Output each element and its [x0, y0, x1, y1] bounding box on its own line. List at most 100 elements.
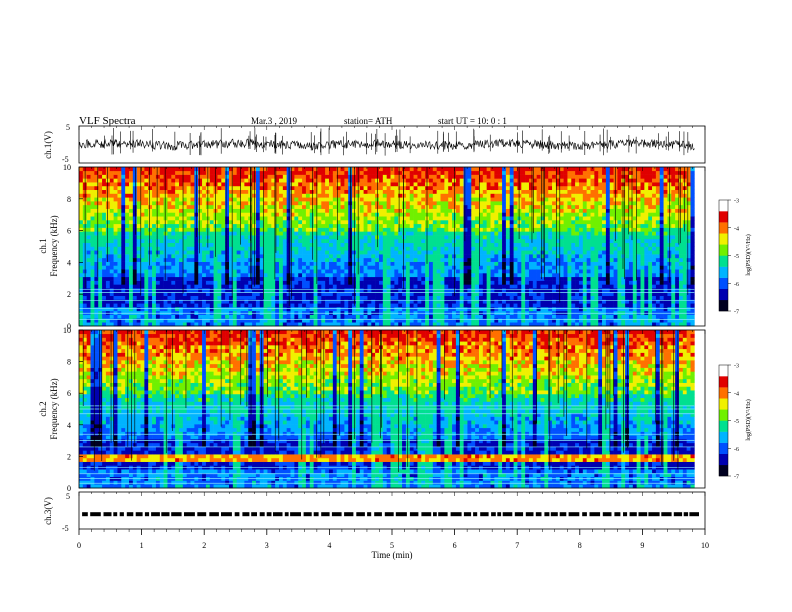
spectrogram-cell [113, 242, 118, 247]
spectrogram-cell [378, 185, 384, 191]
spectrogram-cell [444, 257, 449, 262]
spectrogram-cell [371, 201, 376, 206]
spectrogram-cell [478, 291, 484, 297]
spectrogram-cell [363, 295, 368, 300]
spectrogram-cell [502, 223, 507, 228]
spectrogram-cell [205, 322, 211, 327]
spectrogram-cell [294, 216, 299, 221]
spectrogram-cell [113, 185, 118, 191]
spectrogram-cell [405, 227, 411, 232]
ch1-waveform-marks [78, 127, 695, 156]
spectrogram-cell [117, 261, 122, 266]
spectrogram-cell [394, 307, 399, 312]
spectrogram-cell [194, 254, 199, 259]
spectrogram-cell [202, 269, 207, 274]
spectrogram-cell [440, 261, 445, 266]
spectrogram-cell [121, 185, 126, 191]
spectrogram-cell [121, 299, 126, 304]
spectrogram-cell [282, 242, 287, 247]
spectrogram-cell [129, 250, 134, 255]
spectrogram-cell [498, 303, 503, 308]
spectrogram-cell [113, 250, 118, 255]
spectrogram-cell [517, 261, 522, 266]
spectrogram-cell [340, 227, 345, 232]
spectrogram-cell [179, 269, 184, 274]
spectrogram-cell [417, 261, 422, 266]
spectrogram-cell [409, 322, 414, 327]
spectrogram-cell [129, 212, 134, 217]
spectrogram-cell [467, 265, 472, 270]
spectrogram-cell [144, 235, 149, 240]
spectrogram-cell [405, 189, 411, 194]
spectrogram-cell [255, 216, 261, 221]
spectrogram-cell [117, 170, 122, 175]
spectrogram-cell [221, 314, 226, 319]
spectrogram-cell [490, 238, 495, 244]
spectrogram-cell [502, 295, 507, 300]
spectrogram-cell [509, 235, 514, 240]
spectrogram-cell [286, 314, 291, 319]
spectrogram-cell [140, 223, 145, 228]
spectrogram-cell [325, 227, 330, 232]
spectrogram-cell [398, 257, 403, 262]
spectrogram-cell [344, 197, 349, 202]
spectrogram-cell [267, 303, 272, 308]
spectrogram-cell [371, 182, 376, 187]
spectrogram-cell [121, 212, 126, 217]
spectrogram-cell [240, 246, 245, 251]
spectrogram-cell [217, 265, 222, 270]
spectrogram-cell [498, 189, 503, 194]
spectrogram-cell [105, 314, 111, 319]
spectrogram-cell [86, 227, 91, 232]
spectrogram-cell [494, 182, 499, 187]
spectrogram-cell [398, 273, 403, 278]
spectrogram-cell [348, 280, 353, 285]
spectrogram-cell [432, 250, 437, 255]
spectrogram-cell [113, 265, 118, 270]
spectrogram-cell [240, 223, 245, 228]
spectrogram-cell [98, 193, 103, 198]
spectrogram-cell [475, 216, 480, 221]
spectrogram-cell [371, 189, 376, 194]
spectrogram-cell [328, 167, 334, 172]
spectrogram-cell [309, 322, 314, 327]
spectrogram-cell [325, 246, 330, 251]
spectrogram-cell [90, 201, 95, 206]
spectrogram-cell [155, 235, 161, 240]
spectrogram-cell [382, 238, 387, 244]
spectrogram-cell [240, 193, 245, 198]
spectrogram-cell [502, 212, 507, 217]
spectrogram-cell [217, 216, 222, 221]
spectrogram-cell [521, 235, 526, 240]
spectrogram-cell [386, 204, 391, 209]
spectrogram-cell [359, 254, 364, 259]
spectrogram-cell [417, 167, 422, 172]
spectrogram-cell [448, 193, 453, 198]
spectrogram-cell [179, 257, 184, 262]
spectrogram-cell [459, 167, 464, 172]
spectrogram-cell [267, 189, 272, 194]
spectrogram-cell [90, 257, 95, 262]
spectrogram-cell [217, 280, 222, 285]
spectrogram-cell [321, 178, 326, 183]
spectrogram-cell [132, 220, 137, 225]
spectrogram-cell [413, 178, 418, 183]
spectrogram-cell [398, 227, 403, 232]
spectrogram-cell [290, 291, 295, 297]
spectrogram-cell [390, 182, 395, 187]
spectrogram-cell [167, 201, 172, 206]
spectrogram-cell [252, 178, 257, 183]
spectrogram-cell [313, 197, 318, 202]
spectrogram-cell [428, 238, 434, 244]
spectrogram-cell [394, 322, 399, 327]
spectrogram-cell [482, 314, 487, 319]
spectrogram-cell [355, 314, 361, 319]
spectrogram-cell [90, 284, 95, 289]
spectrogram-cell [505, 167, 511, 172]
spectrogram-cell [228, 238, 234, 244]
spectrogram-cell [417, 257, 422, 262]
spectrogram-cell [186, 261, 191, 266]
spectrogram-cell [79, 307, 84, 312]
spectrogram-cell [298, 201, 303, 206]
spectrogram-cell [86, 295, 91, 300]
